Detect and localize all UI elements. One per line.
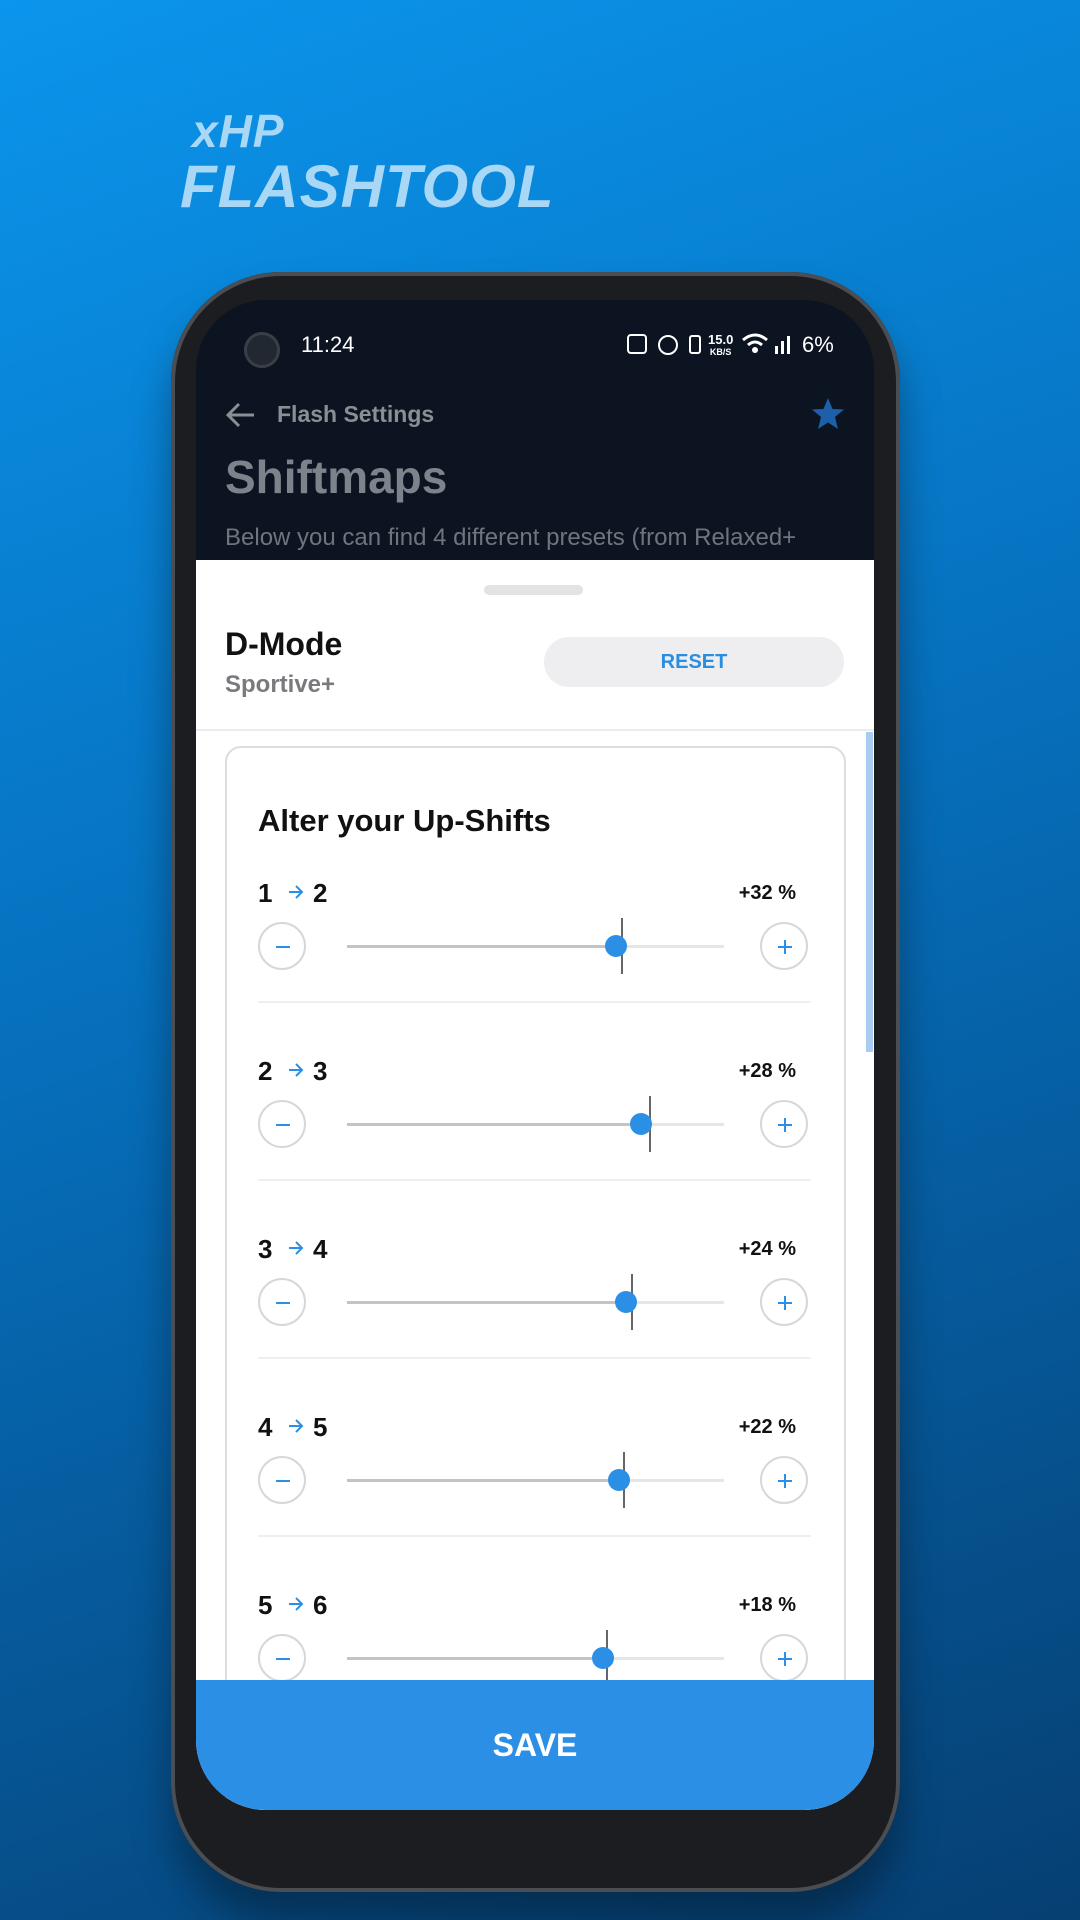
sheet-handle[interactable]	[484, 585, 583, 595]
shift-from: 1	[258, 878, 273, 908]
status-icons	[627, 334, 701, 355]
minus-icon	[276, 1124, 290, 1126]
shift-value: +28 %	[738, 1060, 796, 1082]
shift-from: 2	[258, 1056, 273, 1086]
plus-button[interactable]	[760, 1278, 808, 1326]
back-arrow[interactable]	[224, 400, 258, 430]
card-title: Alter your Up-Shifts	[258, 803, 551, 838]
shift-to: 3	[313, 1056, 328, 1086]
shift-arrow	[289, 1597, 304, 1611]
shift-arrow	[289, 1063, 304, 1077]
shift-value: +22 %	[738, 1416, 796, 1438]
mode-title: D-Mode	[225, 626, 343, 662]
slider-thumb[interactable]	[614, 1291, 637, 1313]
slider-thumb[interactable]	[591, 1647, 614, 1669]
slider-fill	[347, 1657, 603, 1660]
slider-thumb[interactable]	[629, 1113, 652, 1135]
shift-to: 6	[313, 1590, 328, 1620]
status-time: 11:24	[301, 332, 355, 357]
scrollbar	[866, 732, 873, 1052]
plus-button[interactable]	[760, 1456, 808, 1504]
shift-from: 3	[258, 1234, 273, 1264]
slider-fill	[347, 1479, 619, 1482]
plus-button[interactable]	[760, 1634, 808, 1682]
minus-icon	[276, 946, 290, 948]
minus-icon	[276, 1480, 290, 1482]
shift-value: +24 %	[738, 1238, 796, 1260]
minus-icon	[276, 1658, 290, 1660]
slider-fill	[347, 1123, 641, 1126]
plus-button[interactable]	[760, 922, 808, 970]
row-divider	[258, 1535, 811, 1537]
row-divider	[258, 1001, 811, 1003]
slider-fill	[347, 945, 617, 948]
minus-icon	[276, 1302, 290, 1304]
shift-arrow	[289, 885, 304, 899]
back-title: Flash Settings	[277, 401, 435, 427]
shift-from: 4	[258, 1412, 273, 1442]
logo-small: xHP	[192, 105, 285, 157]
shift-to: 2	[313, 878, 328, 908]
row-divider	[258, 1357, 811, 1359]
logo-large: FLASHTOOL	[180, 153, 555, 220]
shift-arrow	[289, 1419, 304, 1433]
page-title: Shiftmaps	[225, 451, 448, 503]
shift-card: Alter your Up-Shifts 1 2 +32 % 2 3 +28 % 3 4 +24…	[225, 746, 846, 1810]
favorite-star[interactable]	[810, 396, 846, 432]
minus-button[interactable]	[258, 1634, 306, 1682]
minus-button[interactable]	[258, 1278, 306, 1326]
shift-to: 4	[313, 1234, 328, 1264]
shift-arrow	[289, 1241, 304, 1255]
shift-from: 5	[258, 1590, 273, 1620]
reset-button[interactable]: RESET	[544, 637, 844, 687]
minus-button[interactable]	[258, 1456, 306, 1504]
camera	[244, 332, 280, 368]
minus-button[interactable]	[258, 1100, 306, 1148]
speed-value: 15.0	[708, 332, 734, 347]
slider-thumb[interactable]	[605, 935, 628, 957]
status-battery: 6%	[802, 332, 834, 357]
speed-unit: KB/S	[709, 347, 732, 357]
minus-button[interactable]	[258, 922, 306, 970]
slider-thumb[interactable]	[607, 1469, 630, 1491]
signal-icons	[742, 333, 790, 354]
description: Below you can find 4 different presets (…	[225, 524, 797, 551]
shift-to: 5	[313, 1412, 328, 1442]
screen: 11:24 15.0 KB/S 6% Flash Settings Shiftm…	[196, 300, 874, 1810]
plus-icon	[784, 940, 786, 954]
plus-icon	[784, 1296, 786, 1310]
slider-fill	[347, 1301, 626, 1304]
bottom-sheet: D-Mode Sportive+ RESET Alter your Up-Shi…	[196, 560, 874, 1810]
plus-icon	[784, 1474, 786, 1488]
shift-value: +18 %	[738, 1594, 796, 1616]
save-button[interactable]: SAVE	[196, 1680, 874, 1810]
plus-icon	[784, 1652, 786, 1666]
preset-name: Sportive+	[225, 671, 336, 698]
row-divider	[258, 1179, 811, 1181]
plus-icon	[784, 1118, 786, 1132]
shift-value: +32 %	[738, 882, 796, 904]
status-speed: 15.0 KB/S	[708, 332, 734, 358]
divider	[196, 729, 874, 731]
plus-button[interactable]	[760, 1100, 808, 1148]
